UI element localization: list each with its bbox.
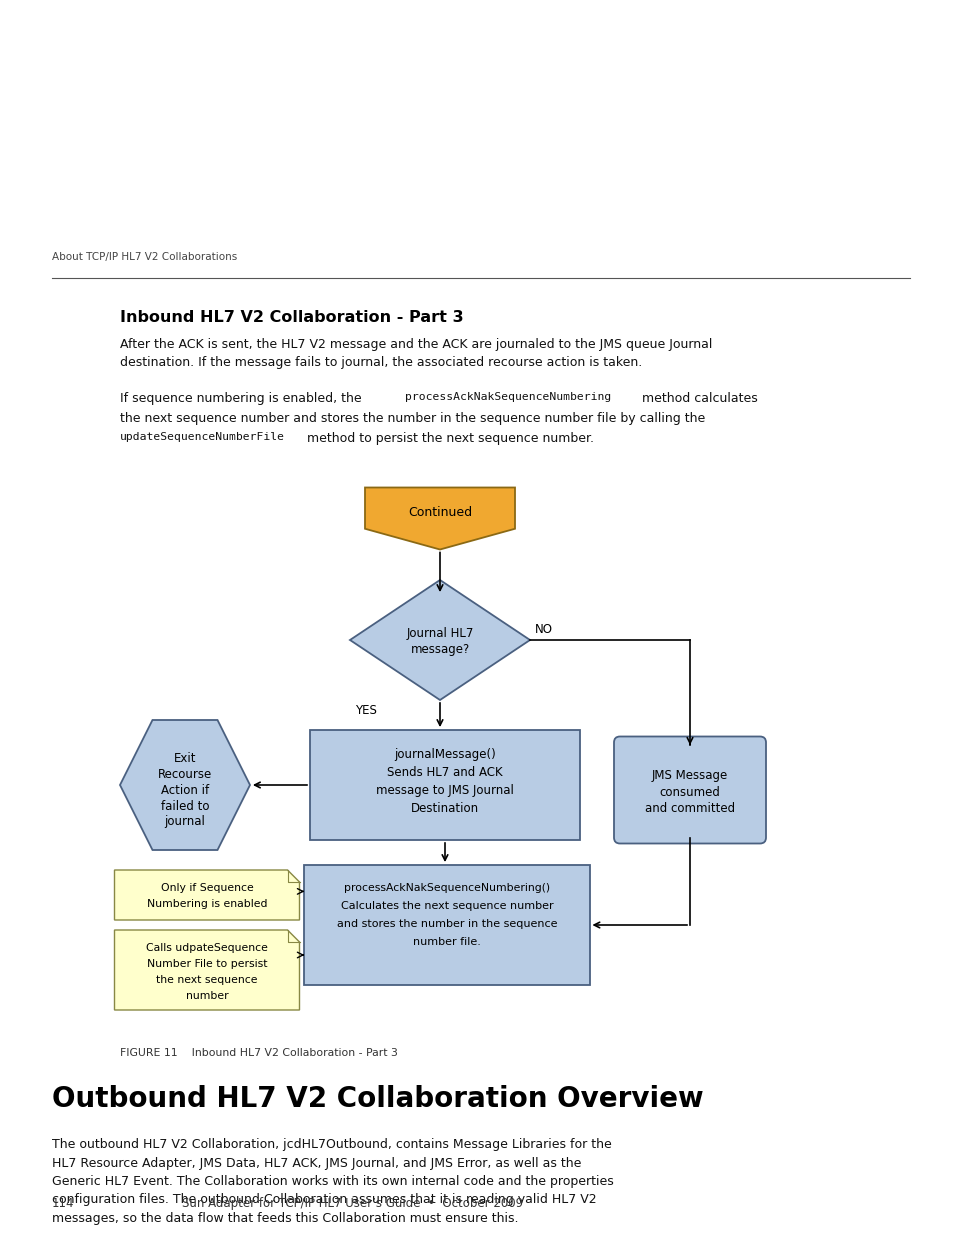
Text: the next sequence number and stores the number in the sequence number file by ca: the next sequence number and stores the … — [120, 412, 704, 425]
Text: method to persist the next sequence number.: method to persist the next sequence numb… — [303, 432, 594, 445]
Text: Action if: Action if — [161, 783, 209, 797]
Text: method calculates: method calculates — [638, 391, 757, 405]
FancyBboxPatch shape — [310, 730, 579, 840]
Text: Numbering is enabled: Numbering is enabled — [147, 899, 267, 909]
FancyBboxPatch shape — [614, 736, 765, 844]
Text: Inbound HL7 V2 Collaboration - Part 3: Inbound HL7 V2 Collaboration - Part 3 — [120, 310, 463, 325]
Text: Calls udpateSequence: Calls udpateSequence — [146, 944, 268, 953]
Text: Sends HL7 and ACK: Sends HL7 and ACK — [387, 766, 502, 779]
Text: Sun Adapter for TCP/IP HL7 User’s Guide  •  October 2009: Sun Adapter for TCP/IP HL7 User’s Guide … — [182, 1197, 522, 1210]
Text: processAckNakSequenceNumbering(): processAckNakSequenceNumbering() — [344, 883, 550, 893]
Text: processAckNakSequenceNumbering: processAckNakSequenceNumbering — [405, 391, 611, 403]
Text: Calculates the next sequence number: Calculates the next sequence number — [340, 902, 553, 911]
Text: Number File to persist: Number File to persist — [147, 960, 267, 969]
Polygon shape — [120, 720, 250, 850]
Text: 114: 114 — [52, 1197, 74, 1210]
Text: NO: NO — [535, 622, 553, 636]
Text: Journal HL7: Journal HL7 — [406, 626, 474, 640]
Text: YES: YES — [355, 704, 376, 718]
Text: The outbound HL7 V2 Collaboration, jcdHL7Outbound, contains Message Libraries fo: The outbound HL7 V2 Collaboration, jcdHL… — [52, 1137, 613, 1225]
Text: Outbound HL7 V2 Collaboration Overview: Outbound HL7 V2 Collaboration Overview — [52, 1086, 703, 1113]
Text: number file.: number file. — [413, 937, 480, 947]
Text: Exit: Exit — [173, 752, 196, 764]
Text: Continued: Continued — [408, 506, 472, 520]
Text: journal: journal — [164, 815, 205, 829]
Polygon shape — [365, 488, 515, 550]
Text: Only if Sequence: Only if Sequence — [160, 883, 253, 893]
Polygon shape — [350, 580, 530, 700]
Text: JMS Message: JMS Message — [651, 769, 727, 783]
Text: After the ACK is sent, the HL7 V2 message and the ACK are journaled to the JMS q: After the ACK is sent, the HL7 V2 messag… — [120, 338, 712, 369]
Text: failed to: failed to — [161, 799, 209, 813]
Text: and stores the number in the sequence: and stores the number in the sequence — [336, 919, 557, 929]
Text: the next sequence: the next sequence — [156, 974, 257, 986]
Text: journalMessage(): journalMessage() — [394, 748, 496, 761]
Text: message to JMS Journal: message to JMS Journal — [375, 784, 514, 797]
Text: updateSequenceNumberFile: updateSequenceNumberFile — [120, 432, 285, 442]
Text: consumed: consumed — [659, 785, 720, 799]
Polygon shape — [114, 930, 299, 1010]
Text: message?: message? — [410, 642, 469, 656]
Text: If sequence numbering is enabled, the: If sequence numbering is enabled, the — [120, 391, 365, 405]
Text: Recourse: Recourse — [157, 767, 212, 781]
Text: About TCP/IP HL7 V2 Collaborations: About TCP/IP HL7 V2 Collaborations — [52, 252, 237, 262]
Text: and committed: and committed — [644, 802, 735, 815]
Polygon shape — [114, 869, 299, 920]
Text: Destination: Destination — [411, 802, 478, 815]
FancyBboxPatch shape — [304, 864, 589, 986]
Text: FIGURE 11    Inbound HL7 V2 Collaboration - Part 3: FIGURE 11 Inbound HL7 V2 Collaboration -… — [120, 1049, 397, 1058]
Text: number: number — [186, 990, 228, 1002]
